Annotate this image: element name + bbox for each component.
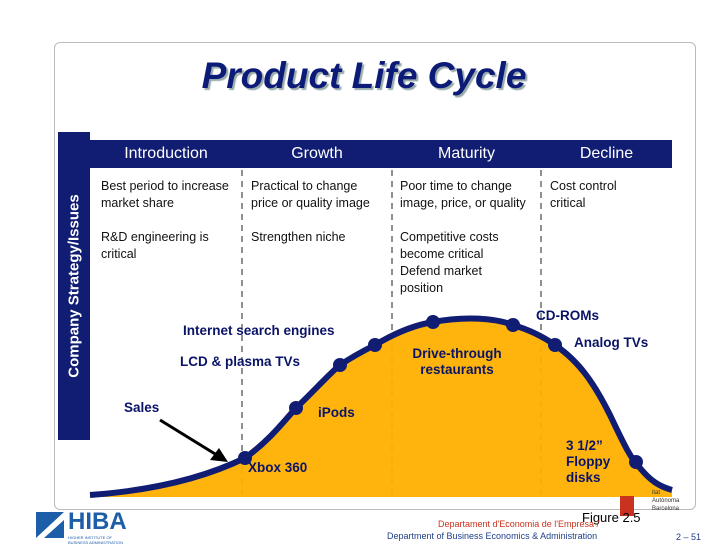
notes: Best period to increase market share R&D… [101, 178, 235, 263]
note: Poor time to change image, price, or qua… [400, 179, 526, 210]
page-number: 2 – 51 [676, 532, 702, 542]
dot [629, 455, 643, 469]
univ-text: itat Autònoma Barcelona [652, 489, 679, 513]
curve-label: LCD & plasma TVs [180, 354, 301, 369]
stage-name: Growth [291, 145, 343, 162]
dot [368, 338, 382, 352]
notes: Cost control critical [550, 178, 650, 212]
hiba-logo [36, 512, 64, 538]
curve-label: Sales [124, 400, 160, 415]
sales-area [90, 318, 672, 497]
dot [289, 401, 303, 415]
note: Cost control critical [550, 179, 617, 210]
header-bar [90, 140, 672, 168]
curve-label: Analog TVs [574, 335, 649, 350]
dot [548, 338, 562, 352]
curve-label: Internet search engines [183, 323, 335, 338]
dot [238, 451, 252, 465]
dot [333, 358, 347, 372]
logo-sub: HIGHER INSTITUTE OF BUSINESS ADMINISTRAT… [68, 535, 124, 545]
logo-text: HIBA [68, 508, 127, 535]
stage-name: Decline [579, 145, 634, 162]
univ-logo [620, 496, 634, 516]
curve-label: Drive-through restaurants [412, 346, 502, 377]
stage-name: Maturity [438, 145, 495, 162]
dept-en: Department of Business Economics & Admin… [387, 531, 598, 541]
univ-line: itat [652, 490, 661, 496]
dot [506, 318, 520, 332]
univ-line: Barcelona [652, 506, 680, 512]
dot [426, 315, 440, 329]
note: R&D engineering is critical [101, 230, 209, 261]
note: Practical to change price or quality ima… [251, 179, 370, 210]
note: Best period to increase market share [101, 179, 229, 210]
curve-label: 3 1/2” Floppy disks [566, 438, 611, 485]
curve-label: CD-ROMs [536, 308, 599, 323]
curve-label: iPods [318, 405, 355, 420]
note: Competitive costs become critical [400, 230, 499, 261]
dept-ca: Departament d'Economia de l'Empresa / [438, 519, 600, 529]
stage-name: Introduction [124, 145, 208, 162]
note: Strengthen niche [251, 230, 346, 244]
notes: Practical to change price or quality ima… [251, 178, 385, 246]
notes: Poor time to change image, price, or qua… [400, 178, 534, 297]
arrow-head [210, 448, 228, 462]
curve-label: Xbox 360 [248, 460, 308, 475]
figure-label: Figure 2.5 [582, 510, 641, 525]
arrow [159, 418, 221, 459]
title: Product Life Cycle [201, 55, 527, 96]
univ-line: Autònoma [652, 498, 680, 504]
side-band: Company Strategy/Issues [58, 132, 90, 440]
frame [54, 42, 696, 510]
note: Defend market position [400, 264, 482, 295]
